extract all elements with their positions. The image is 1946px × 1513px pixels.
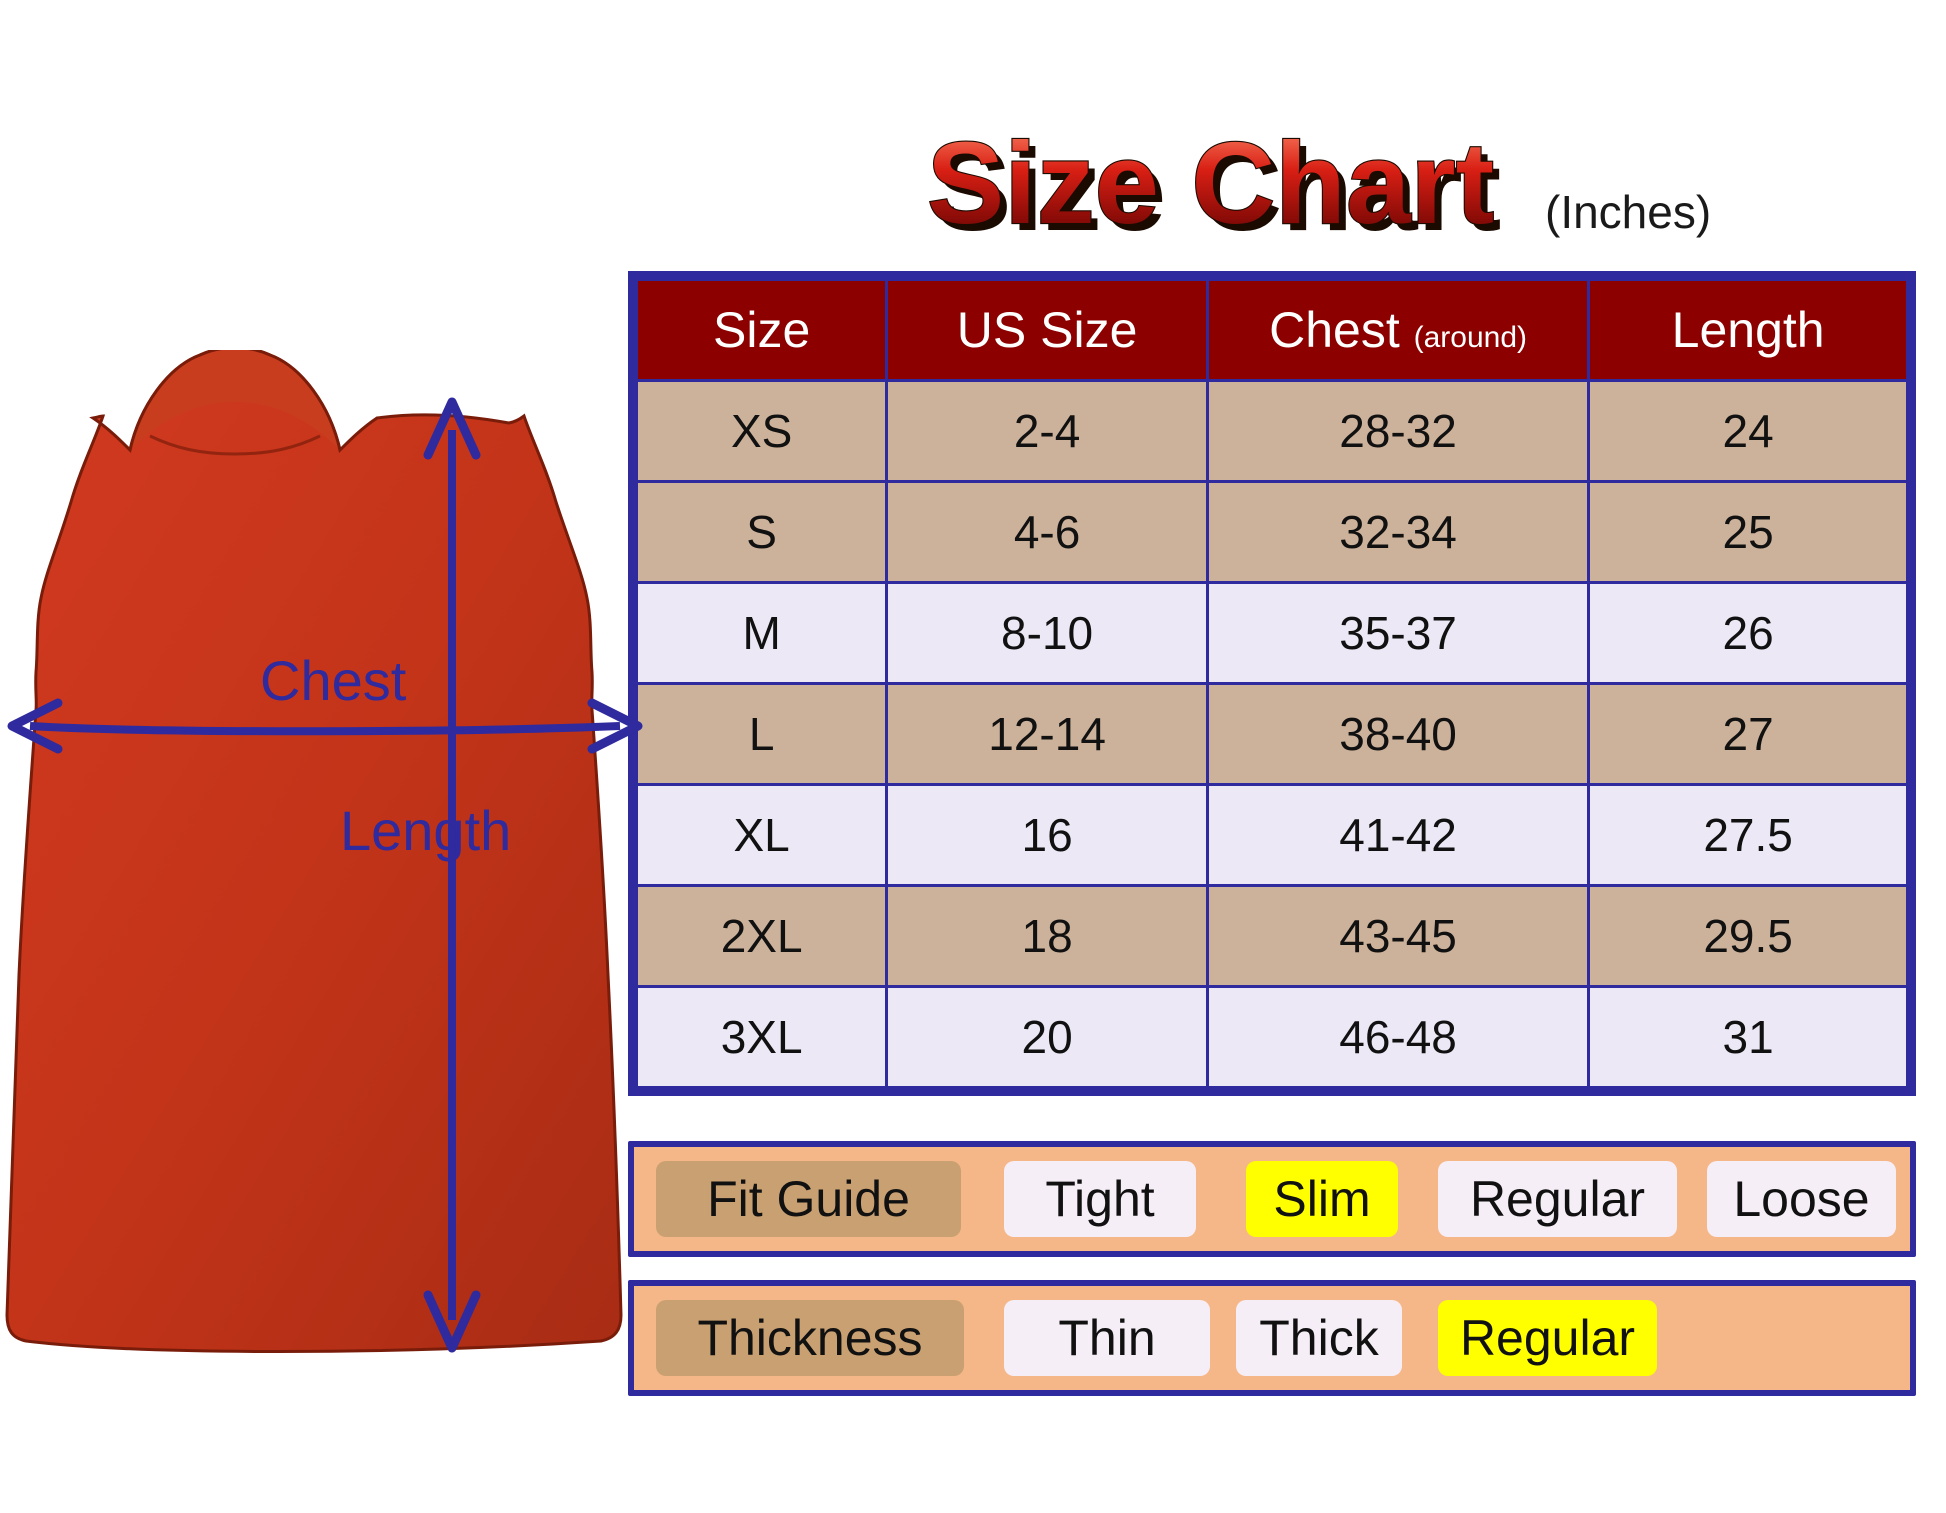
svg-text:Size Chart: Size Chart [927,118,1494,248]
svg-text:(Inches): (Inches) [1545,186,1711,238]
svg-text:Length: Length [340,799,511,862]
svg-text:Chest: Chest [260,649,407,712]
